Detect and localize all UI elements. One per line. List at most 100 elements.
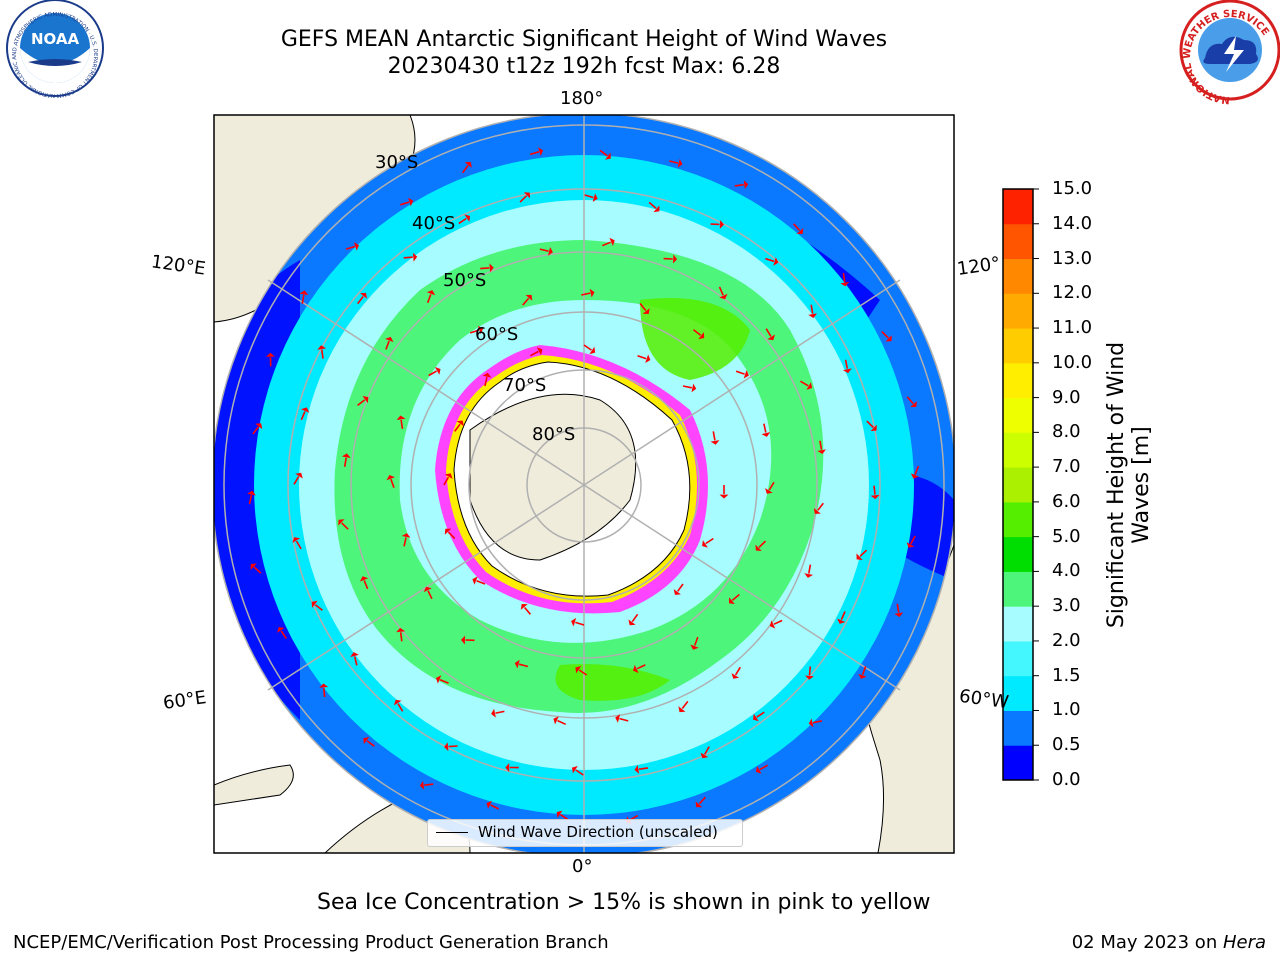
- colorbar: [1002, 188, 1039, 781]
- wave-arrow-shaft: [495, 710, 505, 714]
- wave-arrow-shaft: [765, 328, 772, 337]
- africa-land: [214, 764, 294, 806]
- wave-arrow-head: [396, 627, 406, 633]
- colorbar-tick-label: 2.0: [1052, 629, 1081, 651]
- wave-arrow-shaft: [842, 272, 846, 283]
- wave-arrow-shaft: [896, 603, 900, 613]
- wave-arrow-head: [575, 666, 582, 674]
- wave-arrow-shaft: [539, 248, 549, 252]
- map-frame: [213, 114, 955, 854]
- wave-arrow-head: [311, 600, 318, 608]
- wave-arrow-head: [419, 780, 425, 790]
- wave-arrow-shaft: [575, 769, 584, 776]
- wave-arrow-shaft: [840, 611, 846, 621]
- wave-arrow-head: [804, 573, 813, 578]
- wave-arrow-head: [910, 401, 917, 407]
- colorbar-tick-label: 0.5: [1052, 734, 1081, 756]
- wave-arrow-shaft: [817, 502, 824, 511]
- wave-arrow-shaft: [447, 531, 456, 540]
- wave-arrow-head: [910, 473, 919, 479]
- lon-label-180: 180°: [560, 88, 604, 109]
- wave-arrow-head: [653, 205, 660, 213]
- wave-arrow-shaft: [366, 740, 375, 747]
- wave-arrow-shaft: [280, 630, 287, 639]
- wave-arrow-shaft: [583, 344, 592, 351]
- wave-arrow-shaft: [648, 201, 657, 209]
- wave-arrow-shaft: [808, 564, 812, 574]
- wave-arrow-head: [633, 664, 639, 673]
- wave-arrow-head: [906, 542, 915, 548]
- graticule: [214, 115, 954, 853]
- wave-arrow-shaft: [861, 666, 867, 675]
- wave-arrow-shaft: [575, 621, 585, 626]
- colorbar-segment: [1003, 397, 1033, 433]
- wave-arrow-shaft: [731, 593, 740, 601]
- wave-arrow-head: [393, 699, 402, 706]
- wave-arrow-shaft: [490, 804, 500, 810]
- wave-arrow-shaft: [793, 223, 801, 232]
- wave-arrow-head: [813, 508, 821, 514]
- wave-arrow-shaft: [480, 267, 490, 270]
- wave-arrow-head: [505, 763, 510, 772]
- wave-arrow-shaft: [819, 440, 823, 450]
- wave-arrow-head: [572, 766, 578, 774]
- wave-arrow-shaft: [639, 302, 647, 312]
- wave-arrow-head: [444, 528, 452, 535]
- footer-credit: NCEP/EMC/Verification Post Processing Pr…: [13, 932, 609, 953]
- wave-arrow-shaft: [698, 796, 706, 805]
- wave-arrow-head: [609, 237, 615, 246]
- wave-arrow-shaft: [357, 399, 366, 407]
- wave-arrow-shaft: [390, 478, 395, 488]
- wave-arrow-shaft: [519, 195, 528, 203]
- wave-arrow-shaft: [403, 537, 407, 547]
- wave-arrow-shaft: [518, 663, 529, 668]
- wave-arrow-head: [456, 420, 464, 427]
- colorbar-segment: [1003, 745, 1033, 781]
- chart-subtitle: 20230430 t12z 192h fcst Max: 6.28: [387, 54, 781, 79]
- wave-arrow-shaft: [403, 256, 413, 259]
- wave-arrow-shaft: [424, 783, 434, 786]
- colorbar-tick-label: 12.0: [1052, 282, 1093, 304]
- wave-arrow-head: [690, 644, 699, 650]
- wave-arrow-shaft: [426, 294, 432, 304]
- wave-arrow-head: [761, 432, 771, 437]
- colorbar-segment: [1003, 501, 1033, 538]
- wave-arrow-shaft: [619, 717, 629, 722]
- wave-arrow-head: [520, 604, 528, 610]
- map-area: [214, 115, 954, 853]
- colorbar-segment: [1003, 223, 1033, 260]
- wave-arrow-head: [773, 257, 779, 266]
- wave-arrow-head: [870, 494, 880, 500]
- wave-arrow-head: [461, 635, 466, 645]
- colorbar-segment: [1003, 536, 1033, 572]
- lat-label-30s: 30°S: [375, 152, 419, 173]
- wave-arrow-head: [894, 612, 904, 617]
- wave-arrow-shaft: [734, 183, 744, 187]
- wave-arrow-head: [843, 368, 852, 374]
- wind-wave-arrows: [247, 147, 920, 825]
- lon-label-0: 0°: [572, 856, 593, 877]
- wave-arrow-head: [360, 292, 368, 299]
- wave-arrow-head: [489, 263, 494, 273]
- wave-arrow-head: [755, 544, 762, 551]
- wave-arrow-shaft: [581, 292, 591, 296]
- wave-arrow-shaft: [768, 481, 775, 491]
- wave-arrow-head: [592, 193, 598, 202]
- wave-arrow-shaft: [693, 329, 702, 336]
- wave-arrow-head: [673, 589, 681, 595]
- wave-arrow-head: [386, 475, 395, 481]
- wave-arrow-head: [277, 627, 285, 633]
- wave-arrow-shaft: [476, 580, 486, 585]
- wave-arrow-shaft: [353, 656, 358, 666]
- wave-arrow-head: [806, 382, 813, 390]
- wave-arrow-shaft: [599, 149, 608, 157]
- colorbar-tick-label: 9.0: [1052, 386, 1081, 408]
- colorbar-tick-label: 11.0: [1052, 317, 1093, 339]
- wave-arrow-head: [556, 810, 563, 818]
- wave-arrow-shaft: [530, 350, 539, 357]
- wave-arrow-shaft: [293, 476, 300, 485]
- footer-date: 02 May 2023 on Hera: [1072, 932, 1266, 953]
- wave-arrow-head: [553, 716, 559, 725]
- wave-arrow-head: [319, 683, 329, 688]
- colorbar-frame: [1002, 188, 1034, 781]
